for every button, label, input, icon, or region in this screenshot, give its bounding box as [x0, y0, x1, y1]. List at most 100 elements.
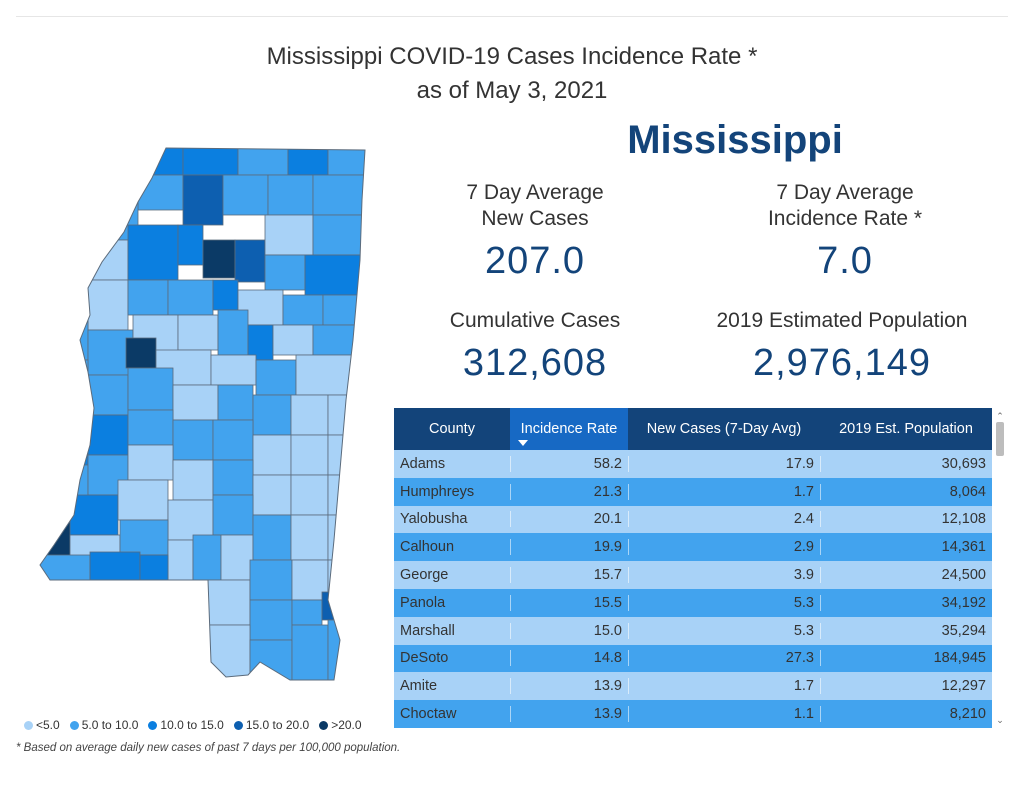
legend-dot-icon [24, 720, 33, 730]
kpi-population-value: 2,976,149 [752, 342, 932, 384]
cell-population: 8,064 [820, 483, 992, 500]
cell-incidence-rate: 14.8 [510, 650, 628, 667]
kpi-avg-incidence-label: 7 Day Average Incidence Rate * [710, 180, 980, 232]
legend-label: 10.0 to 15.0 [160, 718, 224, 732]
legend-dot-icon [148, 720, 158, 730]
cell-population: 14,361 [820, 539, 992, 556]
top-divider [16, 16, 1008, 17]
cell-new-cases: 1.7 [628, 483, 820, 500]
cell-population: 184,945 [820, 650, 992, 667]
legend-label: <5.0 [36, 718, 60, 732]
table-row[interactable]: Yalobusha 20.1 2.4 12,108 [394, 505, 992, 534]
column-header-population[interactable]: 2019 Est. Population [820, 408, 992, 450]
column-header-new-cases[interactable]: New Cases (7-Day Avg) [628, 408, 820, 450]
legend-label: 5.0 to 10.0 [81, 718, 139, 732]
column-header-county[interactable]: County [394, 408, 510, 450]
table-row[interactable]: DeSoto 14.8 27.3 184,945 [394, 644, 992, 673]
cell-population: 30,693 [820, 455, 992, 472]
map-legend: <5.0 5.0 to 10.0 10.0 to 15.0 15.0 to 20… [24, 718, 366, 732]
cell-county: George [400, 567, 449, 584]
cell-incidence-rate: 21.3 [510, 483, 628, 500]
cell-new-cases: 3.9 [628, 567, 820, 584]
kpi-label-line: 7 Day Average [466, 181, 604, 204]
table-row[interactable]: Humphreys 21.3 1.7 8,064 [394, 477, 992, 506]
legend-item-lt5: <5.0 [24, 718, 60, 732]
legend-item-10-15: 10.0 to 15.0 [148, 718, 224, 732]
legend-item-15-20: 15.0 to 20.0 [233, 718, 310, 732]
table-row[interactable]: George 15.7 3.9 24,500 [394, 561, 992, 589]
legend-label: >20.0 [331, 718, 362, 732]
cell-population: 8,210 [820, 706, 992, 723]
title-line-1: Mississippi COVID-19 Cases Incidence Rat… [266, 43, 758, 70]
cell-incidence-rate: 13.9 [510, 706, 628, 723]
cell-population: 35,294 [820, 622, 992, 639]
kpi-avg-new-cases-value: 207.0 [484, 240, 586, 282]
legend-label: 15.0 to 20.0 [245, 718, 310, 732]
table-row[interactable]: Choctaw 13.9 1.1 8,210 [394, 700, 992, 728]
state-outline [39, 147, 366, 681]
county-polygons [40, 148, 365, 680]
caret-down-icon [518, 440, 528, 446]
cell-county: Humphreys [400, 483, 475, 500]
legend-item-gt20: >20.0 [319, 718, 362, 732]
cell-county: Adams [400, 455, 446, 472]
cell-incidence-rate: 15.0 [510, 622, 628, 639]
kpi-cumulative-label: Cumulative Cases [449, 309, 621, 332]
cell-new-cases: 5.3 [628, 622, 820, 639]
table-header: County Incidence Rate New Cases (7-Day A… [394, 408, 992, 450]
column-header-label: Incidence Rate [520, 421, 618, 437]
cell-incidence-rate: 19.9 [510, 539, 628, 556]
footnote: * Based on average daily new cases of pa… [16, 742, 401, 754]
kpi-avg-new-cases-label: 7 Day Average New Cases [410, 180, 660, 232]
scrollbar-track[interactable] [994, 456, 1006, 714]
cell-population: 34,192 [820, 594, 992, 611]
column-header-label: New Cases (7-Day Avg) [646, 421, 802, 437]
cell-incidence-rate: 58.2 [510, 455, 628, 472]
cell-new-cases: 2.4 [628, 511, 820, 528]
legend-dot-icon [319, 720, 329, 730]
kpi-cumulative-value: 312,608 [462, 342, 608, 384]
cell-county: Marshall [400, 622, 455, 639]
kpi-label-line: Incidence Rate * [767, 207, 923, 230]
cell-incidence-rate: 15.7 [510, 567, 628, 584]
table-body: Adams 58.2 17.9 30,693 Humphreys 21.3 1.7 8,06… [394, 450, 992, 728]
column-header-label: County [429, 421, 475, 437]
cell-population: 12,297 [820, 678, 992, 695]
title-line-2: as of May 3, 2021 [416, 77, 608, 104]
cell-county: Yalobusha [400, 511, 468, 528]
cell-new-cases: 17.9 [628, 455, 820, 472]
cell-new-cases: 5.3 [628, 594, 820, 611]
cell-county: Amite [400, 678, 438, 695]
state-choropleth-map[interactable] [28, 140, 368, 685]
cell-county: Choctaw [400, 706, 457, 723]
cell-population: 12,108 [820, 511, 992, 528]
column-header-incidence-rate[interactable]: Incidence Rate [510, 408, 628, 450]
scrollbar-thumb[interactable] [996, 422, 1004, 456]
legend-dot-icon [233, 720, 243, 730]
kpi-population-label: 2019 Estimated Population [716, 309, 968, 332]
cell-county: Panola [400, 594, 446, 611]
legend-item-5-10: 5.0 to 10.0 [69, 718, 139, 732]
chevron-up-icon[interactable]: ⌃ [996, 411, 1004, 421]
chevron-down-icon[interactable]: ⌄ [996, 715, 1004, 725]
legend-dot-icon [69, 720, 79, 730]
cell-population: 24,500 [820, 567, 992, 584]
cell-county: DeSoto [400, 650, 449, 667]
cell-new-cases: 27.3 [628, 650, 820, 667]
column-header-label: 2019 Est. Population [839, 421, 973, 437]
kpi-label-line: New Cases [481, 207, 589, 230]
state-name-heading: Mississippi [627, 118, 843, 162]
table-row[interactable]: Calhoun 19.9 2.9 14,361 [394, 533, 992, 562]
table-row[interactable]: Marshall 15.0 5.3 35,294 [394, 616, 992, 645]
kpi-label-line: 7 Day Average [776, 181, 914, 204]
table-scrollbar[interactable]: ⌃ ⌄ [994, 410, 1006, 728]
cell-new-cases: 1.7 [628, 678, 820, 695]
county-table: County Incidence Rate New Cases (7-Day A… [394, 408, 992, 730]
cell-incidence-rate: 13.9 [510, 678, 628, 695]
table-row[interactable]: Amite 13.9 1.7 12,297 [394, 672, 992, 701]
table-row[interactable]: Panola 15.5 5.3 34,192 [394, 588, 992, 617]
table-row[interactable]: Adams 58.2 17.9 30,693 [394, 450, 992, 478]
kpi-avg-incidence-value: 7.0 [817, 240, 873, 282]
cell-new-cases: 2.9 [628, 539, 820, 556]
cell-incidence-rate: 15.5 [510, 594, 628, 611]
